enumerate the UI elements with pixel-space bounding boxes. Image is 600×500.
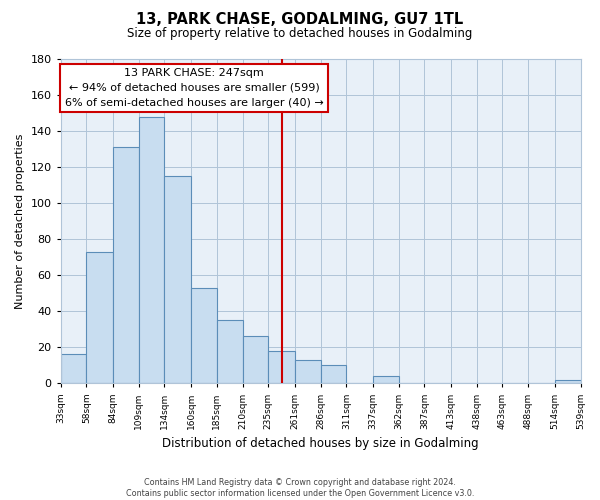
Bar — [164, 176, 191, 384]
Bar — [113, 148, 139, 384]
Bar — [191, 288, 217, 384]
Bar — [555, 380, 581, 384]
Bar — [242, 336, 268, 384]
Bar — [268, 351, 295, 384]
Bar — [86, 252, 113, 384]
Bar — [295, 360, 320, 384]
Text: 13, PARK CHASE, GODALMING, GU7 1TL: 13, PARK CHASE, GODALMING, GU7 1TL — [136, 12, 464, 28]
Text: Contains HM Land Registry data © Crown copyright and database right 2024.
Contai: Contains HM Land Registry data © Crown c… — [126, 478, 474, 498]
Bar — [217, 320, 242, 384]
Text: Size of property relative to detached houses in Godalming: Size of property relative to detached ho… — [127, 28, 473, 40]
X-axis label: Distribution of detached houses by size in Godalming: Distribution of detached houses by size … — [162, 437, 479, 450]
Bar — [320, 365, 346, 384]
Y-axis label: Number of detached properties: Number of detached properties — [15, 134, 25, 309]
Bar — [61, 354, 86, 384]
Bar — [373, 376, 398, 384]
Bar — [139, 116, 164, 384]
Text: 13 PARK CHASE: 247sqm
← 94% of detached houses are smaller (599)
6% of semi-deta: 13 PARK CHASE: 247sqm ← 94% of detached … — [65, 68, 323, 108]
